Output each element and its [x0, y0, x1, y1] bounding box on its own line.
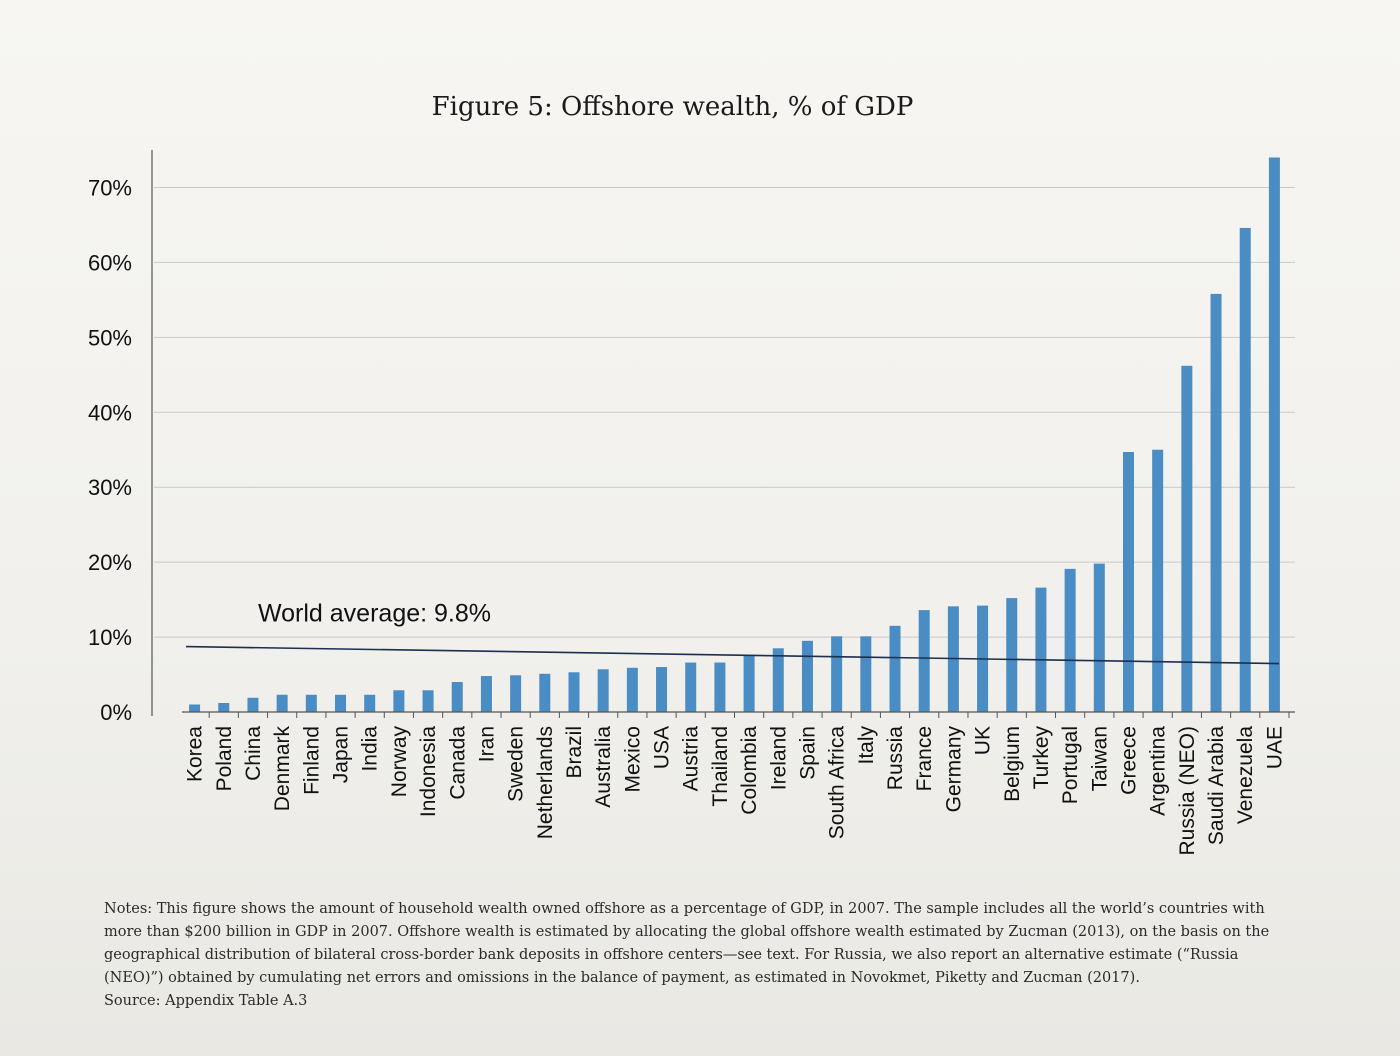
- bar: [1093, 563, 1105, 712]
- bar: [831, 636, 843, 712]
- category-label: Finland: [300, 726, 323, 795]
- category-label: Colombia: [738, 726, 761, 815]
- category-label: UAE: [1263, 726, 1286, 769]
- annotations: World average: 9.8%: [185, 600, 1280, 665]
- bar: [714, 662, 726, 712]
- y-tick-label: 20%: [88, 550, 132, 575]
- category-label: Saudi Arabia: [1205, 726, 1228, 845]
- world-average-line: [185, 645, 1280, 665]
- category-label: Spain: [796, 726, 819, 780]
- bar: [1210, 293, 1222, 712]
- bar: [451, 682, 463, 712]
- category-label: Indonesia: [417, 726, 440, 817]
- category-label: India: [359, 726, 382, 772]
- bar: [1035, 587, 1047, 712]
- y-tick-labels: 0% 10% 20% 30% 40% 50% 60% 70%: [88, 175, 132, 725]
- figure-title: Figure 5: Offshore wealth, % of GDP: [431, 92, 914, 122]
- category-label: Iran: [475, 726, 498, 762]
- category-label: USA: [651, 726, 674, 769]
- category-label: Turkey: [1030, 726, 1053, 790]
- category-label: Thailand: [709, 726, 732, 807]
- y-tick-label: 10%: [88, 625, 132, 650]
- bar: [656, 667, 668, 712]
- bar: [422, 690, 434, 712]
- bar: [1152, 449, 1164, 712]
- gridlines: [154, 186, 1295, 638]
- y-tick-label: 30%: [88, 475, 132, 500]
- bar: [335, 694, 347, 712]
- category-label: Germany: [942, 726, 965, 813]
- bar: [772, 648, 784, 712]
- y-tick-label: 0%: [100, 700, 132, 725]
- bar: [1268, 157, 1280, 712]
- category-label: China: [242, 726, 265, 781]
- bar: [218, 703, 230, 712]
- category-label: Canada: [446, 726, 469, 800]
- category-label: Taiwan: [1088, 726, 1111, 791]
- category-label: Greece: [1117, 726, 1140, 795]
- notes-text: Notes: This figure shows the amount of h…: [104, 901, 1270, 986]
- bar: [801, 640, 813, 712]
- category-label: Sweden: [505, 726, 528, 802]
- category-label: Netherlands: [534, 726, 557, 839]
- bar: [860, 636, 872, 712]
- category-label: Russia: [884, 726, 907, 791]
- y-tick-label: 40%: [88, 400, 132, 425]
- category-label: Brazil: [563, 726, 586, 779]
- bar: [1064, 568, 1076, 712]
- category-label: Ireland: [767, 726, 790, 790]
- category-label: Portugal: [1059, 726, 1082, 804]
- bar: [393, 690, 405, 712]
- bar: [539, 673, 551, 712]
- category-label: France: [913, 726, 936, 791]
- bar: [889, 625, 901, 712]
- bar: [1239, 227, 1251, 712]
- y-tick-label: 70%: [88, 175, 132, 200]
- category-labels: Korea Poland China Denmark Finland Japan India…: [184, 726, 1287, 856]
- bar: [247, 697, 259, 712]
- category-label: Russia (NEO): [1176, 726, 1199, 856]
- bar: [364, 694, 376, 712]
- category-label: Belgium: [1001, 726, 1024, 802]
- bar: [568, 672, 580, 712]
- category-label: Venezuela: [1234, 726, 1257, 824]
- category-label: Japan: [330, 726, 353, 783]
- category-label: Argentina: [1147, 726, 1170, 816]
- bar: [1181, 365, 1193, 712]
- bar: [743, 655, 755, 712]
- bar: [276, 694, 288, 712]
- category-label: Italy: [855, 726, 878, 765]
- y-tick-label: 50%: [88, 325, 132, 350]
- category-label: South Africa: [826, 726, 849, 840]
- bar: [305, 694, 317, 712]
- category-label: Denmark: [271, 726, 294, 812]
- category-label: Australia: [592, 726, 615, 808]
- world-average-label: World average: 9.8%: [258, 600, 491, 628]
- category-label: Poland: [213, 726, 236, 791]
- bar-chart: 0% 10% 20% 30% 40% 50% 60% 70% Korea Poland China…: [88, 150, 1295, 856]
- bar: [510, 675, 522, 712]
- bar: [685, 662, 697, 712]
- bar: [1122, 451, 1134, 712]
- bar: [189, 704, 201, 712]
- category-label: UK: [972, 726, 995, 755]
- category-label: Austria: [680, 726, 703, 792]
- category-label: Korea: [184, 726, 207, 782]
- bar: [918, 610, 930, 712]
- figure-notes: Notes: This figure shows the amount of h…: [104, 898, 1284, 1013]
- bar: [597, 669, 609, 712]
- bars: [189, 157, 1280, 712]
- bar: [626, 667, 638, 712]
- category-label: Norway: [388, 726, 411, 798]
- bar: [1006, 598, 1018, 712]
- y-tick-label: 60%: [88, 250, 132, 275]
- notes-source: Source: Appendix Table A.3: [104, 993, 308, 1009]
- axes: [151, 150, 1295, 718]
- bar: [480, 676, 492, 712]
- category-label: Mexico: [621, 726, 644, 793]
